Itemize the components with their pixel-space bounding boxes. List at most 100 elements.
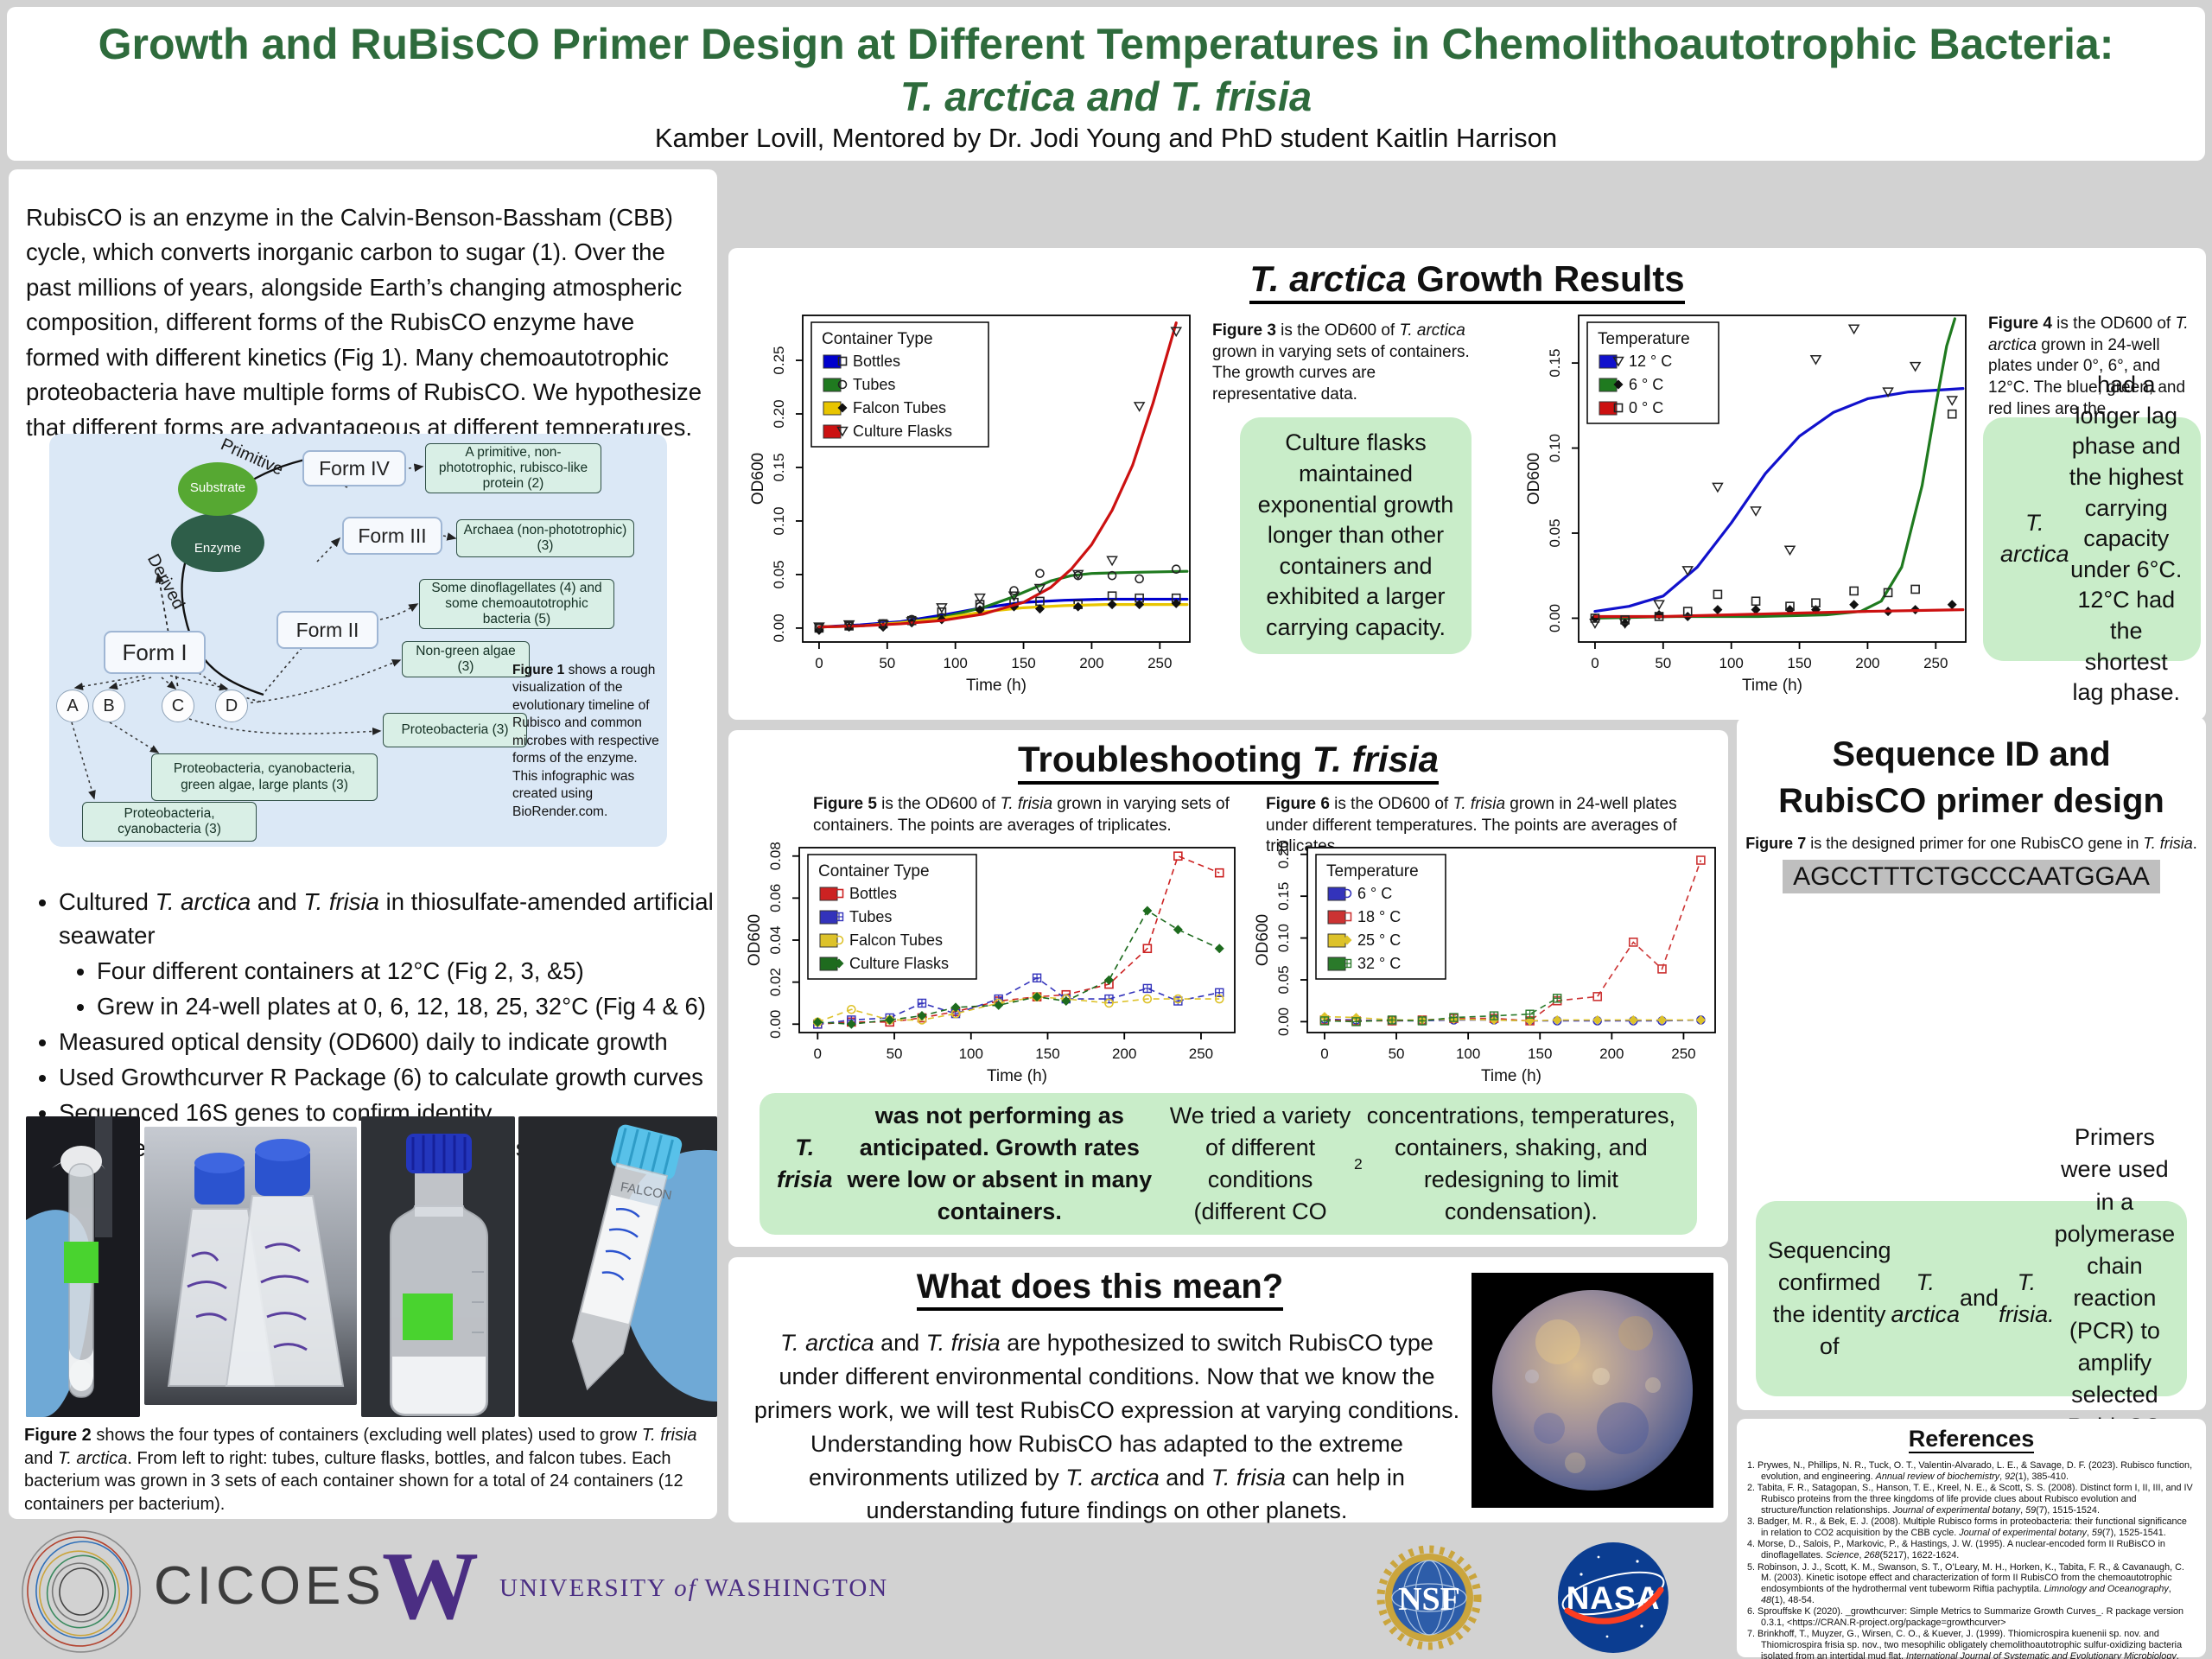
cicoes-logo-text: CICOES (154, 1556, 385, 1616)
reference-item: 1. Prywes, N., Phillips, N. R., Tuck, O.… (1747, 1460, 2193, 1482)
svg-text:250: 250 (1147, 655, 1172, 671)
svg-text:Temperature: Temperature (1598, 330, 1690, 348)
svg-text:0.10: 0.10 (771, 506, 787, 535)
primer-sequence: AGCCTTTCTGCCCAATGGAA (1737, 860, 2206, 893)
enzyme-label: Enzyme (194, 541, 242, 556)
reference-item: 6. Sprouffske K (2020). _growthcurver: S… (1747, 1606, 2184, 1628)
non-green-algae-node: Non-green algae (3) (402, 641, 530, 677)
subform-c: C (162, 690, 194, 722)
svg-text:0.20: 0.20 (1275, 840, 1292, 868)
enzyme-shape (171, 513, 264, 572)
svg-text:Container Type: Container Type (822, 330, 933, 348)
references-title: References (1908, 1426, 2035, 1453)
svg-text:100: 100 (943, 655, 967, 671)
proteo-cyano-algae-node: Proteobacteria, cyanobacteria, green alg… (151, 753, 378, 801)
sequence-card: Sequence ID and RubisCO primer design Fi… (1737, 717, 2206, 1472)
svg-text:32 ° C: 32 ° C (1357, 955, 1401, 972)
svg-text:Time (h): Time (h) (1481, 1067, 1541, 1085)
sequence-title: Sequence ID and RubisCO primer design (1778, 735, 2164, 820)
sequencing-callout: Sequencing confirmed the identity of T. … (1756, 1124, 2187, 1472)
svg-text:200: 200 (1855, 655, 1879, 671)
substrate-label: Substrate (189, 480, 246, 495)
svg-text:50: 50 (1655, 655, 1671, 671)
svg-text:150: 150 (1011, 655, 1035, 671)
meaning-card: What does this mean? T. arctica and T. f… (728, 1257, 1728, 1523)
svg-text:50: 50 (879, 655, 895, 671)
svg-text:150: 150 (1528, 1046, 1552, 1062)
meaning-body: T. arctica and T. frisia are hypothesize… (753, 1330, 1460, 1524)
proteo-cyano-node: Proteobacteria, cyanobacteria (3) (82, 802, 257, 842)
svg-text:200: 200 (1599, 1046, 1624, 1062)
svg-text:18 ° C: 18 ° C (1357, 908, 1401, 925)
svg-text:OD600: OD600 (746, 914, 764, 966)
arctica-results-card: T. arctica Growth Results 0 50 100 150 200 25… (728, 248, 2206, 720)
figure3-caption: Figure 3 is the OD600 of T. arctica grow… (1212, 321, 1470, 404)
method-item: Used Growthcurver R Package (6) to calcu… (59, 1060, 714, 1094)
nsf-logo: NSF (1376, 1545, 1482, 1650)
svg-text:200: 200 (1079, 655, 1103, 671)
svg-text:Time (h): Time (h) (966, 677, 1027, 695)
substrate-shape (178, 462, 257, 516)
svg-text:0.05: 0.05 (1275, 965, 1292, 994)
frisia-section-title: Troubleshooting T. frisia (728, 739, 1728, 785)
svg-text:250: 250 (1671, 1046, 1695, 1062)
svg-text:0.15: 0.15 (1275, 882, 1292, 911)
meaning-title: What does this mean? (728, 1268, 1471, 1311)
svg-text:OD600: OD600 (749, 453, 767, 505)
svg-text:0: 0 (1320, 1046, 1328, 1062)
subform-d: D (215, 690, 248, 722)
svg-text:250: 250 (1189, 1046, 1213, 1062)
svg-text:0.00: 0.00 (767, 1010, 784, 1039)
uw-logo-name: UNIVERSITY of WASHINGTON (499, 1574, 889, 1602)
photo-tube (26, 1116, 140, 1417)
form-i-node: Form I (104, 631, 206, 674)
svg-text:OD600: OD600 (1525, 453, 1543, 505)
svg-text:100: 100 (1456, 1046, 1480, 1062)
nsf-logo-text: NSF (1398, 1581, 1460, 1618)
references-list: 1. Prywes, N., Phillips, N. R., Tuck, O.… (1747, 1460, 2196, 1659)
arctica-callout-lagphase: T. arctica had a longer lag phase and th… (1983, 372, 2201, 705)
figure2-caption: Figure 2 shows the four types of contain… (24, 1426, 697, 1514)
subform-a: A (56, 690, 89, 722)
reference-item: 2. Tabita, F. R., Satagopan, S., Hanson,… (1747, 1483, 2193, 1516)
svg-text:Tubes: Tubes (849, 908, 892, 925)
svg-text:200: 200 (1112, 1046, 1136, 1062)
form-iii-desc-node: Archaea (non-phototrophic) (3) (456, 519, 634, 557)
svg-text:Bottles: Bottles (849, 885, 897, 902)
poster-authors: Kamber Lovill, Mentored by Dr. Jodi Youn… (654, 123, 1558, 153)
svg-text:Tubes: Tubes (853, 376, 895, 393)
uw-logo-w: W (382, 1533, 479, 1640)
arctica-section-title: T. arctica Growth Results (728, 258, 2206, 304)
figure5-chart: 0 50 100 150 200 250 0.00 0.02 0.04 0.06 0.08 Time … (746, 839, 1247, 1092)
svg-text:150: 150 (1787, 655, 1811, 671)
cicoes-logo-icon (19, 1528, 149, 1656)
form-ii-node: Form II (276, 611, 378, 649)
svg-text:0.15: 0.15 (1547, 349, 1563, 378)
figure5-caption: Figure 5 is the OD600 of T. frisia grown… (813, 795, 1230, 835)
photo-bottle (361, 1116, 515, 1417)
svg-text:0: 0 (815, 655, 823, 671)
figure2-photos: FALCON (26, 1116, 717, 1417)
figure6-caption: Figure 6 is the OD600 of T. frisia grown… (1266, 795, 1677, 856)
frisia-callout: T. frisia was not performing as anticipa… (760, 1093, 1697, 1235)
svg-text:Falcon Tubes: Falcon Tubes (853, 399, 946, 416)
svg-text:0.10: 0.10 (1275, 924, 1292, 952)
svg-text:0.08: 0.08 (767, 842, 784, 870)
nasa-logo: NASA (1555, 1540, 1671, 1656)
svg-text:25 ° C: 25 ° C (1357, 931, 1401, 949)
reference-item: 4. Morse, D., Salois, P., Markovic, P., … (1747, 1539, 2165, 1560)
form-iv-node: Form IV (302, 450, 406, 486)
photo-culture-flasks (144, 1127, 357, 1405)
reference-item: 7. Brinkhoff, T., Muyzer, G., Wirsen, C.… (1747, 1629, 2183, 1659)
svg-text:0.00: 0.00 (771, 613, 787, 642)
svg-text:0.10: 0.10 (1547, 434, 1563, 462)
svg-text:Bottles: Bottles (853, 353, 900, 370)
svg-text:100: 100 (1719, 655, 1743, 671)
svg-text:0.15: 0.15 (771, 453, 787, 481)
references-card: References 1. Prywes, N., Phillips, N. R… (1737, 1419, 2206, 1659)
svg-text:6 ° C: 6 ° C (1357, 885, 1392, 902)
arctica-callout-flasks: Culture flasks maintained exponential gr… (1240, 417, 1471, 654)
nasa-logo-text: NASA (1567, 1580, 1661, 1616)
svg-text:0.00: 0.00 (1275, 1007, 1292, 1036)
header-card: Growth and RuBisCO Primer Design at Diff… (7, 7, 2205, 161)
